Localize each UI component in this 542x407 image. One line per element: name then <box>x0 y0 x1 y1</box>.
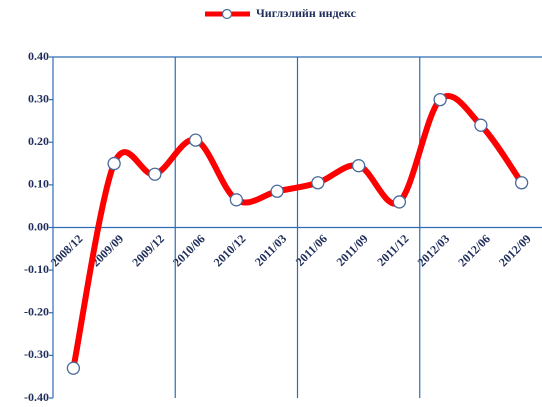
y-tick-label: 0.10 <box>28 177 49 191</box>
x-tick-label: 2011/09 <box>333 232 370 269</box>
y-tick-label: 0.30 <box>28 91 49 105</box>
point <box>433 92 447 107</box>
y-tick-label: -0.20 <box>24 305 49 319</box>
point <box>311 176 325 190</box>
point <box>188 133 203 147</box>
y-tick-label: 0.00 <box>28 219 49 233</box>
point <box>229 193 244 207</box>
point <box>392 195 407 209</box>
y-tick-label: -0.40 <box>24 390 49 404</box>
point <box>270 184 284 198</box>
x-tick-label: 2012/06 <box>455 232 493 270</box>
y-tick-label: -0.10 <box>24 262 49 276</box>
point <box>66 361 81 375</box>
legend-label: Чиглэлийн индекс <box>256 6 357 20</box>
x-tick-label: 2009/12 <box>129 232 167 270</box>
point <box>474 118 488 132</box>
y-tick-label: 0.40 <box>28 49 49 63</box>
point <box>514 176 529 190</box>
x-tick-label: 2011/03 <box>252 232 289 269</box>
legend: Чиглэлийн индекс <box>205 6 357 20</box>
y-tick-label: -0.30 <box>24 347 49 361</box>
x-tick-label: 2010/12 <box>211 232 249 270</box>
y-tick-label: 0.20 <box>28 134 49 148</box>
legend-marker <box>221 8 233 20</box>
point <box>107 156 121 171</box>
point <box>351 159 366 173</box>
point <box>148 167 162 181</box>
x-tick-label: 2011/12 <box>374 232 411 269</box>
x-tick-label: 2012/09 <box>496 232 534 270</box>
x-tick-label: 2011/06 <box>293 232 330 269</box>
